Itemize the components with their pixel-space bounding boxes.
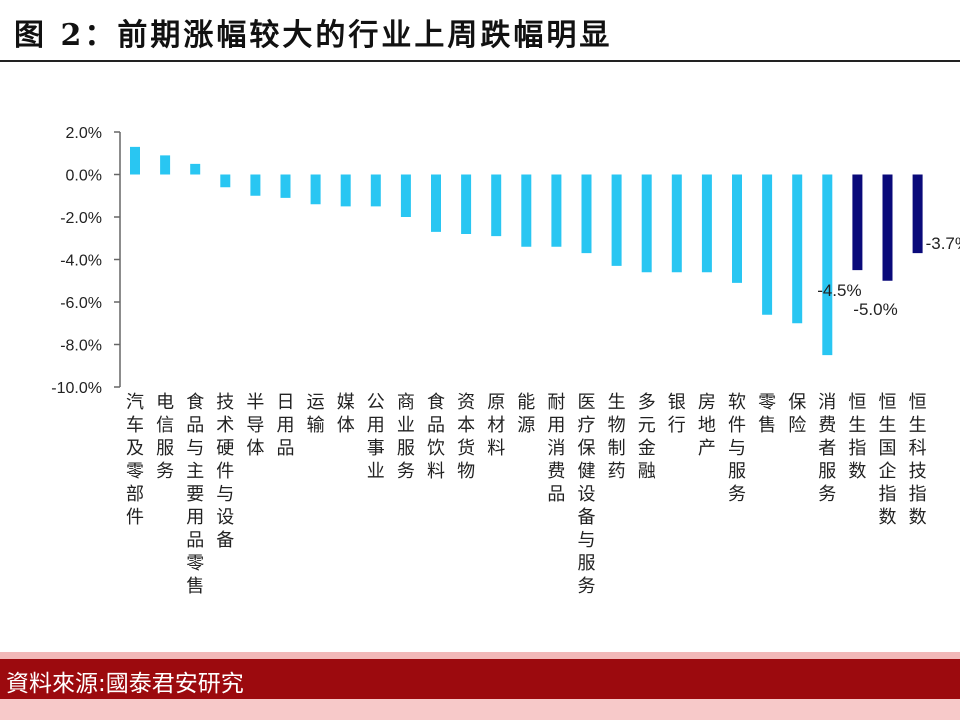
data-label-1: -4.5% [817, 281, 861, 300]
bar-12 [461, 174, 472, 234]
category-label-11: 食品饮料 [427, 392, 445, 482]
category-label-12: 资本货物 [457, 392, 475, 482]
category-label-1: 汽车及零部件 [126, 392, 144, 528]
bar-20 [701, 174, 712, 273]
category-label-22: 零售 [758, 392, 776, 436]
category-label-17: 生物制药 [608, 392, 626, 482]
bar-19 [671, 174, 682, 273]
category-label-26: 恒生国企指数 [879, 392, 897, 528]
bar-18 [641, 174, 652, 273]
y-tick-label: 2.0% [66, 125, 102, 142]
bar-25 [852, 174, 863, 271]
bar-chart: 2.0% 0.0% -2.0% -4.0% -6.0% -8.0% -10.0% 汽车及零部… [51, 125, 960, 597]
category-label-23: 保险 [788, 392, 806, 436]
footer-accent-bottom [0, 699, 960, 720]
bar-22 [762, 174, 773, 315]
data-labels: -4.5%-5.0% -3.7% [817, 234, 960, 319]
bar-11 [431, 174, 441, 232]
category-label-19: 银行 [668, 392, 686, 436]
category-label-5: 半导体 [246, 392, 264, 459]
category-label-18: 多元金融 [638, 392, 656, 482]
bar-7 [310, 174, 321, 205]
category-label-10: 商业服务 [397, 392, 415, 482]
category-label-24: 消费者服务 [818, 392, 836, 505]
bar-23 [792, 174, 803, 324]
title-divider [0, 60, 960, 62]
y-tick-label: -4.0% [60, 253, 102, 270]
y-tick-label: -10.0% [51, 380, 102, 397]
bar-9 [370, 174, 381, 207]
category-label-4: 技术硬件与设备 [216, 392, 234, 551]
footer-bar: 資料來源:國泰君安研究 [0, 659, 960, 699]
bar-27 [912, 174, 923, 254]
bar-13 [491, 174, 502, 237]
data-label-2: -5.0% [853, 300, 897, 319]
bar-24 [822, 174, 833, 356]
category-label-21: 软件与服务 [728, 392, 746, 505]
bar-2 [160, 155, 171, 175]
bar-1 [130, 146, 140, 175]
category-label-14: 能源 [517, 392, 535, 436]
y-tick-label: 0.0% [66, 168, 102, 185]
category-label-3: 食品与主要用品零售 [186, 392, 204, 597]
y-tick-label: -2.0% [60, 210, 102, 227]
bar-15 [551, 174, 562, 247]
category-label-25: 恒生指数 [848, 392, 866, 482]
category-label-9: 公用事业 [367, 392, 385, 482]
bar-21 [732, 174, 742, 283]
category-label-2: 电信服务 [156, 392, 174, 482]
y-tick-label: -8.0% [60, 338, 102, 355]
bar-16 [581, 174, 592, 254]
bar-5 [250, 174, 261, 196]
category-label-6: 日用品 [277, 392, 295, 459]
bar-4 [220, 174, 231, 188]
category-label-27: 恒生科技指数 [909, 392, 927, 528]
category-labels: 汽车及零部件电信服务食品与主要用品零售技术硬件与设备半导体日用品运输媒体公用事业… [126, 392, 927, 597]
category-label-20: 房地产 [698, 392, 716, 459]
bar-10 [400, 174, 411, 217]
bar-17 [611, 174, 622, 266]
y-axis: 2.0% 0.0% -2.0% -4.0% -6.0% -8.0% -10.0% [51, 125, 121, 397]
y-tick-label: -6.0% [60, 295, 102, 312]
category-label-15: 耐用消费品 [547, 392, 565, 505]
bar-3 [190, 163, 201, 175]
category-label-16: 医疗保健设备与服务 [578, 392, 596, 597]
category-label-8: 媒体 [337, 392, 355, 436]
category-label-13: 原材料 [487, 392, 505, 459]
source-note: 資料來源:國泰君安研究 [6, 671, 244, 697]
data-label-3: -3.7% [926, 234, 960, 253]
page-title: 图 2：前期涨幅较大的行业上周跌幅明显 [14, 18, 613, 53]
bar-26 [882, 174, 893, 281]
bars [130, 146, 923, 356]
category-label-7: 运输 [307, 392, 325, 436]
bar-8 [340, 174, 351, 207]
footer-accent-top [0, 652, 960, 659]
bar-6 [280, 174, 291, 198]
bar-14 [521, 174, 532, 247]
